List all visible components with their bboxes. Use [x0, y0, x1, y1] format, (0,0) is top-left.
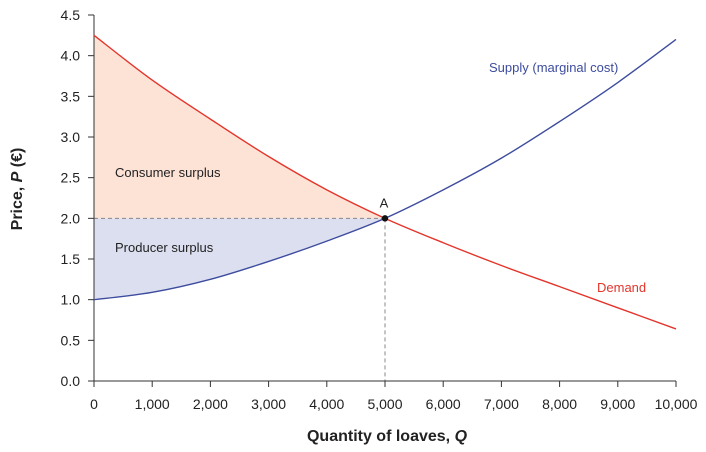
x-tick-label: 4,000 — [309, 396, 344, 412]
y-tick-label: 4.5 — [61, 7, 81, 23]
x-tick-label: 6,000 — [426, 396, 461, 412]
chart-labels: Supply (marginal cost) Demand Consumer sur… — [115, 60, 646, 295]
equilibrium-guides — [94, 217, 386, 381]
demand-label: Demand — [597, 280, 646, 295]
x-tick-label: 1,000 — [135, 396, 170, 412]
supply-label: Supply (marginal cost) — [489, 60, 618, 75]
y-tick-label: 2.0 — [61, 210, 81, 226]
x-tick-label: 0 — [90, 396, 98, 412]
equilibrium-point — [381, 215, 389, 222]
y-tick-label: 4.0 — [61, 48, 81, 64]
demand-curve — [93, 34, 677, 330]
y-tick-label: 0.5 — [61, 332, 81, 348]
y-tick-label: 3.5 — [61, 88, 81, 104]
x-tick-label: 9,000 — [600, 396, 635, 412]
consumer-surplus-label: Consumer surplus — [115, 165, 221, 180]
x-tick-label: 5,000 — [367, 396, 402, 412]
y-tick-label: 0.0 — [61, 373, 81, 389]
supply-curve — [93, 38, 677, 301]
y-tick-label: 1.0 — [61, 292, 81, 308]
x-tick-label: 10,000 — [655, 396, 698, 412]
equilibrium-point-label: A — [380, 195, 389, 210]
consumer-surplus-area — [94, 35, 385, 219]
axes: 0.0 0.5 1.0 1.5 2.0 2.5 3.0 3.5 4.0 4.5 0 1,000 2,00… — [9, 7, 698, 445]
y-tick-label: 1.5 — [61, 251, 81, 267]
x-tick-label: 8,000 — [542, 396, 577, 412]
x-axis-title: Quantity of loaves, Q — [307, 428, 468, 445]
producer-surplus-label: Producer surplus — [115, 240, 214, 255]
x-tick-label: 7,000 — [484, 396, 519, 412]
series-lines — [93, 34, 677, 330]
producer-surplus-area — [94, 218, 385, 300]
surplus-regions — [94, 35, 385, 300]
y-tick-label: 3.0 — [61, 129, 81, 145]
x-tick-label: 3,000 — [251, 396, 286, 412]
y-tick-label: 2.5 — [61, 170, 81, 186]
y-axis-title: Price, P (€) — [9, 148, 26, 231]
x-tick-label: 2,000 — [193, 396, 228, 412]
